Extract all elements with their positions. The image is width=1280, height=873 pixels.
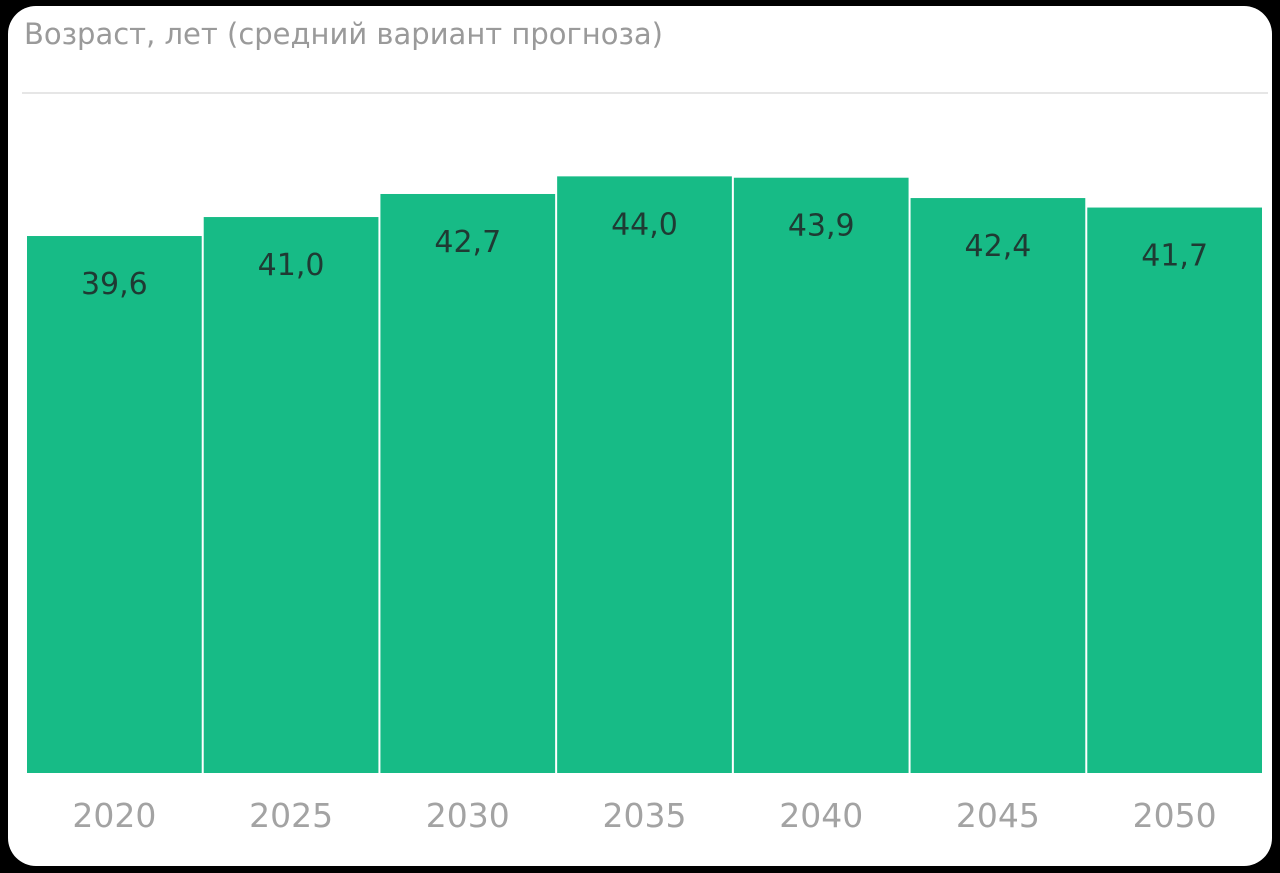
chart-title: Возраст, лет (средний вариант прогноза) [24,17,663,51]
value-label: 42,4 [965,229,1032,264]
value-label: 44,0 [611,207,678,242]
x-tick-label: 2050 [1133,796,1217,835]
x-tick-label: 2040 [779,796,863,835]
bar [733,177,909,773]
bar [1087,207,1262,774]
x-tick-label: 2020 [72,796,156,835]
x-tick-label: 2025 [249,796,333,835]
value-label: 39,6 [81,267,148,302]
value-label: 41,0 [258,248,325,283]
bar [910,198,1086,773]
bar [557,176,732,774]
value-label: 41,7 [1141,239,1208,274]
value-label: 42,7 [434,225,501,260]
x-tick-label: 2045 [956,796,1040,835]
bar [380,193,556,773]
value-label: 43,9 [788,209,855,244]
bar [27,236,202,774]
bar [203,217,379,774]
x-tick-label: 2035 [603,796,687,835]
x-tick-label: 2030 [426,796,510,835]
